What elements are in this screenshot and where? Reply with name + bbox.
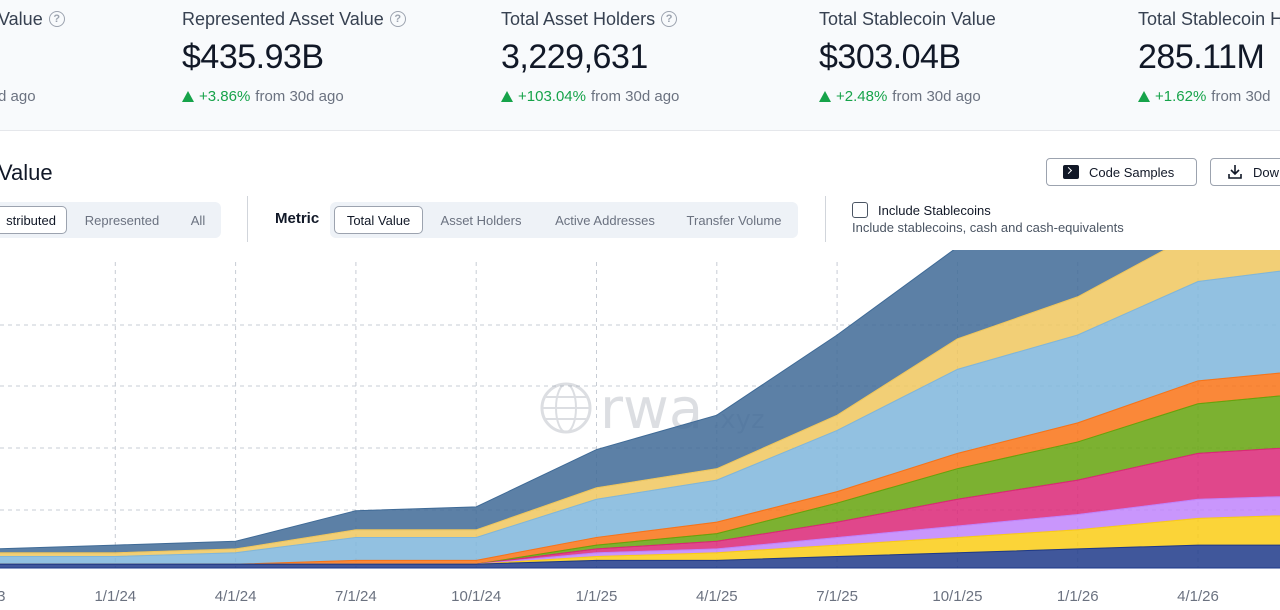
stat-card: Represented Asset Value? $435.93B +3.86%…	[182, 8, 406, 105]
globe-icon	[540, 382, 592, 434]
stat-card: Total Stablecoin Ho 285.11M +1.62% from 3…	[1138, 8, 1280, 105]
stat-value: $435.93B	[182, 38, 324, 76]
stat-change-text: from 30d ago	[255, 88, 344, 105]
download-label: Dow	[1253, 164, 1280, 180]
x-tick-label: 7/1/25	[816, 588, 858, 605]
section-title: Value	[0, 160, 53, 185]
stat-change-text: d ago	[0, 88, 36, 105]
distribution-tabs: stributed Represented All	[0, 202, 221, 238]
stat-label: Total Stablecoin Ho	[1138, 8, 1280, 29]
download-icon	[1228, 165, 1242, 179]
x-tick-label: 10/1/25	[932, 588, 982, 605]
stat-label: Represented Asset Value	[182, 8, 384, 29]
stat-value	[0, 38, 65, 78]
tab-all[interactable]: All	[190, 212, 206, 228]
x-axis: /23 1/1/24 4/1/24 7/1/24 10/1/24 1/1/25 4/1/25…	[0, 588, 1219, 605]
help-icon[interactable]: ?	[389, 11, 406, 27]
tab-represented[interactable]: Represented	[84, 212, 160, 228]
stat-label: Total Stablecoin Value	[819, 8, 996, 29]
series-area[interactable]	[0, 544, 1280, 569]
metric-tabs: Total Value Asset Holders Active Address…	[330, 202, 798, 238]
x-tick-label: 1/1/24	[94, 588, 136, 605]
help-icon[interactable]: ?	[661, 11, 678, 27]
include-stablecoins-checkbox[interactable]	[852, 202, 868, 218]
x-tick-label: /23	[0, 588, 5, 605]
x-tick-label: 10/1/24	[451, 588, 501, 605]
x-tick-label: 1/1/25	[576, 588, 618, 605]
tab-asset-holders[interactable]: Asset Holders	[440, 212, 522, 228]
stat-value: $303.04B	[819, 38, 961, 76]
x-tick-label: 7/1/24	[335, 588, 377, 605]
tab-total-value[interactable]: Total Value	[334, 206, 423, 234]
include-stablecoins-description: Include stablecoins, cash and cash-equiv…	[852, 220, 1124, 235]
code-samples-label: Code Samples	[1089, 164, 1175, 180]
stat-change-pct: +103.04%	[518, 88, 586, 105]
stat-change-pct: +3.86%	[199, 88, 251, 105]
x-tick-label: 4/1/24	[215, 588, 257, 605]
tab-distributed[interactable]: stributed	[0, 206, 67, 234]
value-chart[interactable]: rwa.xyz/23 1/1/24 4/1/24 7/1/24 10/1/24 1/1/2…	[0, 250, 1280, 610]
stat-change-text: from 30d ago	[590, 88, 680, 105]
terminal-icon	[1063, 165, 1079, 179]
stat-change-text: from 30d ago	[892, 88, 981, 105]
stats-bar: Value? d ago Represented Asset Value? $4…	[0, 0, 1280, 131]
stat-value: 3,229,631	[501, 38, 648, 76]
arrow-up-icon	[182, 91, 194, 102]
stat-change-pct: +1.62%	[1155, 88, 1207, 105]
stat-label: Total Asset Holders	[501, 8, 656, 29]
stat-card: Value? d ago	[0, 8, 65, 105]
x-tick-label: 4/1/26	[1177, 588, 1219, 605]
download-button[interactable]: Dow	[1210, 158, 1280, 186]
stat-change-text: from 30d	[1211, 88, 1271, 105]
code-samples-button[interactable]: Code Samples	[1046, 158, 1197, 186]
stat-value: 285.11M	[1138, 38, 1265, 76]
stat-label: Value	[0, 8, 43, 29]
arrow-up-icon	[501, 91, 513, 102]
divider	[247, 196, 248, 242]
help-icon[interactable]: ?	[48, 11, 65, 27]
stat-card: Total Asset Holders? 3,229,631 +103.04% f…	[501, 8, 679, 105]
tab-active-addresses[interactable]: Active Addresses	[555, 212, 655, 228]
x-tick-label: 1/1/26	[1057, 588, 1099, 605]
arrow-up-icon	[1138, 91, 1150, 102]
arrow-up-icon	[819, 91, 831, 102]
x-tick-label: 4/1/25	[696, 588, 738, 605]
chart-series	[0, 250, 1280, 569]
metric-label: Metric	[275, 210, 320, 227]
include-stablecoins-label[interactable]: Include Stablecoins	[878, 203, 991, 218]
tab-transfer-volume[interactable]: Transfer Volume	[686, 212, 782, 228]
divider	[825, 196, 826, 242]
stat-change-pct: +2.48%	[836, 88, 888, 105]
stat-card: Total Stablecoin Value $303.04B +2.48% fr…	[819, 8, 996, 105]
rwa-watermark: rwa.xyz	[540, 377, 765, 442]
